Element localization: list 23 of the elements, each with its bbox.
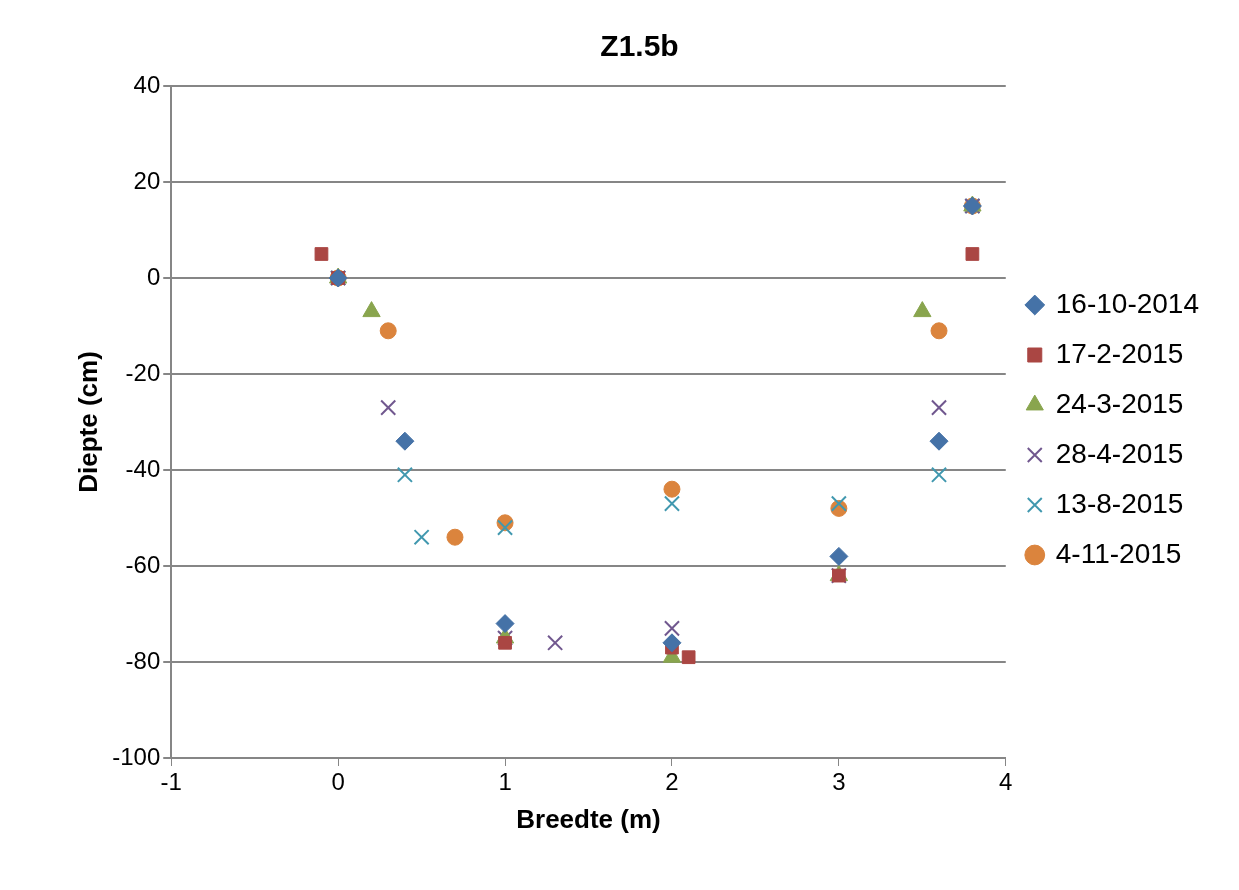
x-axis-title: Breedte (m) <box>516 803 661 834</box>
x-tick-label: 2 <box>665 768 679 796</box>
legend-label: 13-8-2015 <box>1055 487 1184 519</box>
y-tick-label: 20 <box>133 166 161 194</box>
legend-label: 24-3-2015 <box>1055 387 1184 419</box>
x-tick-label: -1 <box>160 768 182 796</box>
x-tick-label: 1 <box>498 768 512 796</box>
legend-label: 16-10-2014 <box>1055 287 1200 319</box>
chart-title: Z1.5b <box>600 29 679 63</box>
x-tick-label: 0 <box>331 768 345 796</box>
legend-label: 17-2-2015 <box>1055 337 1184 369</box>
y-tick-label: -20 <box>125 358 161 386</box>
y-tick-label: 40 <box>133 70 161 98</box>
y-tick-label: -100 <box>112 742 161 770</box>
y-axis-title: Diepte (cm) <box>72 351 103 493</box>
y-tick-label: -80 <box>125 646 161 674</box>
y-tick-label: 0 <box>146 262 161 290</box>
y-tick-label: -40 <box>125 454 161 482</box>
x-tick-label: 4 <box>999 768 1013 796</box>
x-tick-label: 3 <box>832 768 846 796</box>
legend-label: 28-4-2015 <box>1055 437 1184 469</box>
y-tick-label: -60 <box>125 550 161 578</box>
legend-label: 4-11-2015 <box>1055 537 1182 569</box>
